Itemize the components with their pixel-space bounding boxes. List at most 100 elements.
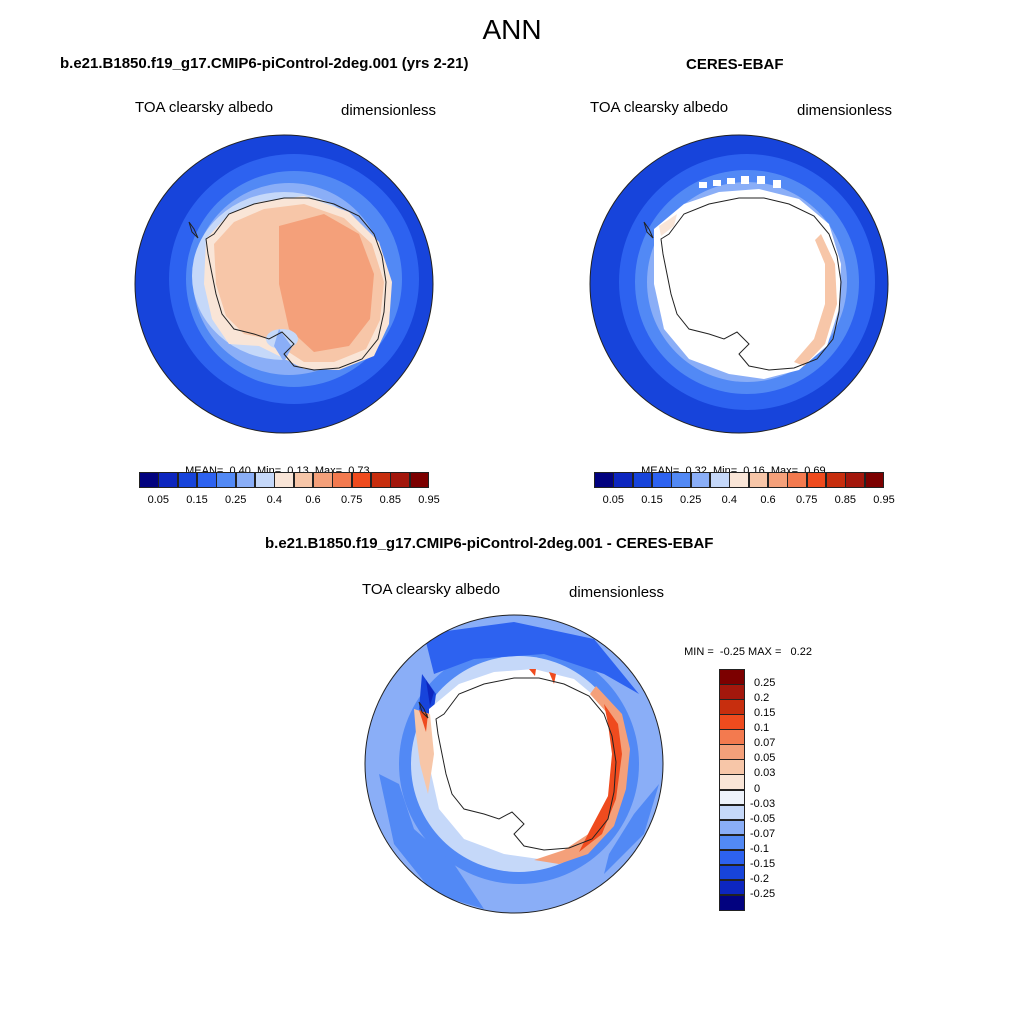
panel2-colorbar-cell [594, 472, 614, 488]
panel1-colorbar-cell [371, 472, 391, 488]
panel2-variable-label: TOA clearsky albedo [590, 99, 729, 116]
panel3-colorbar-cell [719, 834, 745, 851]
panel3-colorbar-cell [719, 804, 745, 821]
panel1-variable-label: TOA clearsky albedo [135, 99, 274, 116]
panel1-colorbar-tick-label: 0.4 [266, 494, 282, 506]
panel1-colorbar-cell [332, 472, 353, 488]
panel3-colorbar-cell [719, 789, 745, 806]
panel1-colorbar-cell [235, 472, 256, 488]
panel3-colorbar-tick-label: -0.2 [750, 872, 769, 885]
panel2-colorbar-cell [806, 472, 827, 488]
panel3-colorbar-tick-label: 0.2 [754, 692, 770, 705]
panel1-colorbar-cell [139, 472, 159, 488]
panel1-colorbar-cell [409, 472, 430, 488]
panel3-colorbar-tick-label: -0.25 [750, 887, 776, 900]
panel1-colorbar-tick-label: 0.95 [418, 494, 440, 506]
panel3-polar-map [364, 614, 664, 914]
panel1-colorbar-tick-label: 0.75 [340, 494, 363, 506]
panel2-colorbar-cell [787, 472, 808, 488]
panel1-units-label: dimensionless [341, 102, 437, 119]
panel3-units-label: dimensionless [569, 584, 665, 601]
panel3-colorbar-tick-label: -0.15 [750, 857, 776, 870]
panel2-colorbar-tick-label: 0.05 [602, 494, 625, 506]
panel3-colorbar-cell [719, 894, 745, 911]
panel3-max-value: 0.22 [790, 646, 812, 658]
panel3-colorbar-tick-label: 0.03 [754, 767, 776, 780]
panel3-colorbar-tick-label: -0.03 [750, 797, 776, 810]
panel3-colorbar [719, 669, 745, 911]
panel2-colorbar-cell [652, 472, 672, 488]
panel1-colorbar [139, 472, 430, 488]
panel2-colorbar-cell [845, 472, 866, 488]
panel2-colorbar-cell [690, 472, 711, 488]
panel3-colorbar-cell [719, 744, 745, 760]
panel2-colorbar-tick-label: 0.6 [760, 494, 776, 506]
panel1-colorbar-cell [293, 472, 314, 488]
panel1-colorbar-cell [177, 472, 198, 488]
panel3-colorbar-tick-label: -0.1 [750, 842, 769, 855]
panel2-colorbar-labels: 0.05 0.15 0.25 0.4 0.6 0.75 0.85 0.95 [594, 494, 895, 508]
panel2-colorbar-cell [826, 472, 846, 488]
panel1-colorbar-labels: 0.05 0.15 0.25 0.4 0.6 0.75 0.85 0.95 [139, 494, 440, 508]
panel1-colorbar-cell [313, 472, 333, 488]
panel1-colorbar-cell [390, 472, 411, 488]
panel3-colorbar-cell [719, 699, 745, 715]
page-title: ANN [482, 14, 542, 45]
panel1-colorbar-cell [216, 472, 237, 488]
panel3-min-label: MIN = [684, 646, 714, 658]
panel2-case-title: CERES-EBAF [686, 56, 784, 73]
panel2-colorbar-tick-label: 0.75 [795, 494, 818, 506]
panel3-colorbar-cell [719, 864, 745, 881]
panel2-colorbar-cell [613, 472, 634, 488]
panel1-colorbar-cell [351, 472, 372, 488]
panel1-case-title: b.e21.B1850.f19_g17.CMIP6-piControl-2deg… [60, 55, 469, 72]
panel1-colorbar-cell [197, 472, 217, 488]
panel3-colorbar-cell [719, 684, 745, 700]
panel3-minmax: MIN = -0.25 MAX = 0.22 [678, 634, 812, 658]
panel2-colorbar-cell [710, 472, 730, 488]
panel3-colorbar-tick-label: -0.05 [750, 812, 776, 825]
panel3-colorbar-tick-label: 0 [754, 782, 761, 795]
panel3-colorbar-cell [719, 669, 745, 685]
panel3-colorbar-tick-label: 0.07 [754, 737, 776, 750]
panel3-colorbar-cell [719, 849, 745, 866]
panel2-colorbar-cell [768, 472, 788, 488]
panel2-colorbar-tick-label: 0.15 [641, 494, 663, 506]
panel3-colorbar-tick-label: 0.05 [754, 752, 776, 765]
panel3-colorbar-cell [719, 774, 745, 790]
panel2-colorbar-tick-label: 0.85 [834, 494, 857, 506]
panel2-colorbar-cell [671, 472, 692, 488]
panel3-colorbar-tick-label: 0.15 [754, 707, 776, 720]
panel1-polar-map [134, 134, 434, 434]
panel1-colorbar-cell [274, 472, 295, 488]
panel2-colorbar-cell [864, 472, 885, 488]
panel2-units-label: dimensionless [797, 102, 893, 119]
panel3-colorbar-cell [719, 759, 745, 775]
panel2-colorbar-cell [729, 472, 750, 488]
panel3-colorbar-labels: 0.25 0.2 0.15 0.1 0.07 0.05 0.03 0 -0.03 -0.05 -0.… [750, 669, 810, 910]
panel2-colorbar [594, 472, 885, 488]
panel3-colorbar-cell [719, 729, 745, 745]
panel3-colorbar-tick-label: -0.07 [750, 827, 776, 840]
panel1-colorbar-tick-label: 0.05 [147, 494, 170, 506]
panel1-colorbar-cell [255, 472, 275, 488]
panel3-max-label: MAX = [748, 646, 782, 658]
panel1-colorbar-cell [158, 472, 179, 488]
panel3-colorbar-tick-label: 0.1 [754, 722, 770, 735]
panel2-polar-map [589, 134, 889, 434]
panel3-case-title: b.e21.B1850.f19_g17.CMIP6-piControl-2deg… [265, 535, 714, 552]
panel3-colorbar-tick-label: 0.25 [754, 677, 776, 690]
panel3-colorbar-cell [719, 879, 745, 896]
panel2-colorbar-tick-label: 0.95 [873, 494, 895, 506]
panel1-colorbar-tick-label: 0.85 [379, 494, 402, 506]
panel1-colorbar-tick-label: 0.15 [186, 494, 208, 506]
panel2-colorbar-cell [632, 472, 653, 488]
panel3-colorbar-cell [719, 819, 745, 836]
panel1-colorbar-tick-label: 0.25 [224, 494, 247, 506]
panel2-colorbar-tick-label: 0.4 [721, 494, 737, 506]
panel3-variable-label: TOA clearsky albedo [362, 581, 501, 598]
panel2-colorbar-tick-label: 0.25 [679, 494, 702, 506]
panel3-colorbar-cell [719, 714, 745, 730]
panel3-min-value: -0.25 [719, 646, 745, 658]
panel1-colorbar-tick-label: 0.6 [305, 494, 321, 506]
